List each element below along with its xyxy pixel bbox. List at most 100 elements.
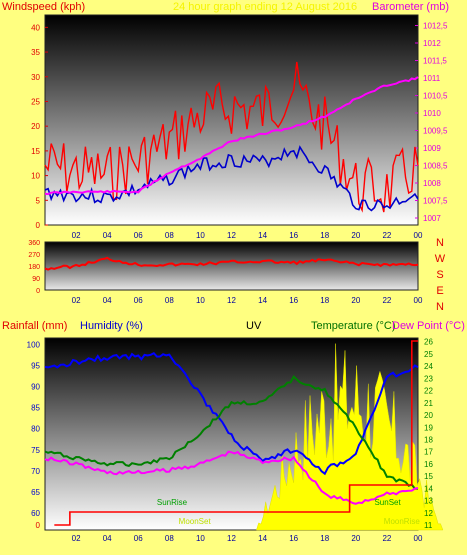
temp-tick-label: 17: [424, 448, 433, 457]
x-tick-label: 18: [320, 231, 329, 240]
direction-tick-label: 0: [36, 288, 40, 295]
temp-tick-label: 22: [424, 387, 433, 396]
humidity-label: Humidity (%): [80, 320, 143, 332]
x-tick-label: 06: [134, 231, 143, 240]
wind-tick-label: 30: [31, 73, 40, 82]
temp-tick-label: 11: [424, 521, 433, 530]
humidity-tick-label: 80: [31, 425, 40, 434]
wind-series-line: [44, 61, 419, 213]
x-tick-label: 06: [134, 296, 143, 305]
direction-tick-label: 90: [32, 276, 40, 283]
wind-panel-bg: [44, 14, 419, 226]
x-tick-label: 14: [258, 534, 267, 543]
temp-tick-label: 15: [424, 472, 433, 481]
direction-tick-label: 360: [28, 240, 40, 247]
humidity-tick-label: 95: [31, 361, 40, 370]
baro-tick-label: 1007,5: [423, 197, 448, 206]
baro-tick-label: 1012: [423, 39, 441, 48]
temp-tick-label: 23: [424, 374, 433, 383]
humidity-tick-label: 85: [31, 404, 40, 413]
x-tick-label: 10: [196, 231, 205, 240]
baro-tick-label: 1010,5: [423, 92, 448, 101]
baro-tick-label: 1010: [423, 109, 441, 118]
temp-tick-label: 14: [424, 484, 433, 493]
x-tick-label: 08: [165, 534, 174, 543]
x-tick-label: 22: [382, 231, 391, 240]
x-tick-label: 02: [72, 296, 81, 305]
rainfall-series-line: [54, 340, 418, 526]
humidity-series-line: [44, 351, 419, 476]
compass-letter: N: [436, 301, 444, 313]
sunset-marker: SunSet: [374, 498, 401, 507]
x-tick-label: 08: [165, 231, 174, 240]
wind-tick-label: 10: [31, 172, 40, 181]
humidity-tick-label: 100: [27, 340, 41, 349]
x-tick-label: 18: [320, 534, 329, 543]
x-tick-label: 02: [72, 534, 81, 543]
sunrise-marker: SunRise: [157, 498, 188, 507]
wind-tick-label: 5: [36, 196, 41, 205]
temp-tick-label: 21: [424, 399, 433, 408]
temperature-label: Temperature (°C): [311, 320, 396, 332]
moonset-marker: MoonSet: [179, 517, 212, 526]
wind-tick-label: 35: [31, 48, 40, 57]
temp-tick-label: 13: [424, 497, 433, 506]
x-tick-label: 14: [258, 296, 267, 305]
direction-panel-bg: [44, 241, 419, 291]
x-tick-label: 20: [351, 296, 360, 305]
moonrise-marker: MoonRise: [384, 517, 421, 526]
x-tick-label: 20: [351, 534, 360, 543]
x-tick-label: 08: [165, 296, 174, 305]
x-tick-label: 00: [414, 534, 423, 543]
humidity-tick-label: 65: [31, 488, 40, 497]
direction-tick-label: 180: [28, 264, 40, 271]
chart-title: 24 hour graph ending 12 August 2016: [173, 1, 358, 13]
temp-tick-label: 20: [424, 411, 433, 420]
x-tick-label: 06: [134, 534, 143, 543]
temp-tick-label: 24: [424, 362, 433, 371]
wind-tick-label: 15: [31, 147, 40, 156]
x-tick-label: 22: [382, 296, 391, 305]
baro-tick-label: 1012,5: [423, 22, 448, 31]
x-tick-label: 00: [414, 296, 423, 305]
x-tick-label: 12: [227, 534, 236, 543]
dewpoint-label: Dew Point (°C): [392, 320, 465, 332]
temperature-series-line: [44, 374, 419, 490]
baro-tick-label: 1011,5: [423, 57, 447, 66]
avg-wind-series-line: [44, 145, 419, 212]
temp-tick-label: 26: [424, 338, 433, 347]
compass-letter: E: [436, 285, 443, 297]
baro-tick-label: 1009: [423, 144, 441, 153]
temp-tick-label: 19: [424, 423, 433, 432]
x-tick-label: 04: [103, 231, 112, 240]
x-tick-label: 14: [258, 231, 267, 240]
x-tick-label: 10: [196, 296, 205, 305]
x-tick-label: 22: [382, 534, 391, 543]
humidity-tick-label: 60: [31, 509, 40, 518]
baro-tick-label: 1008: [423, 179, 441, 188]
humidity-tick-label: 90: [31, 383, 40, 392]
wind-tick-label: 40: [31, 23, 40, 32]
baro-tick-label: 1011: [423, 74, 441, 83]
temp-tick-label: 25: [424, 350, 433, 359]
x-tick-label: 12: [227, 296, 236, 305]
direction-series-line: [44, 256, 419, 271]
barometer-series-line: [44, 76, 419, 196]
direction-tick-label: 270: [28, 252, 40, 259]
x-tick-label: 02: [72, 231, 81, 240]
baro-tick-label: 1008,5: [423, 162, 448, 171]
x-tick-label: 16: [289, 231, 298, 240]
barometer-title: Barometer (mb): [372, 1, 450, 13]
uv-area: [256, 343, 444, 531]
windspeed-title: Windspeed (kph): [2, 1, 86, 13]
x-tick-label: 20: [351, 231, 360, 240]
x-tick-label: 10: [196, 534, 205, 543]
dewpoint-series-line: [44, 450, 419, 505]
wind-tick-label: 25: [31, 97, 40, 106]
uv-label: UV: [246, 320, 262, 332]
compass-letter: W: [435, 253, 446, 265]
x-tick-label: 04: [103, 534, 112, 543]
compass-letter: N: [436, 237, 444, 249]
temp-tick-label: 16: [424, 460, 433, 469]
